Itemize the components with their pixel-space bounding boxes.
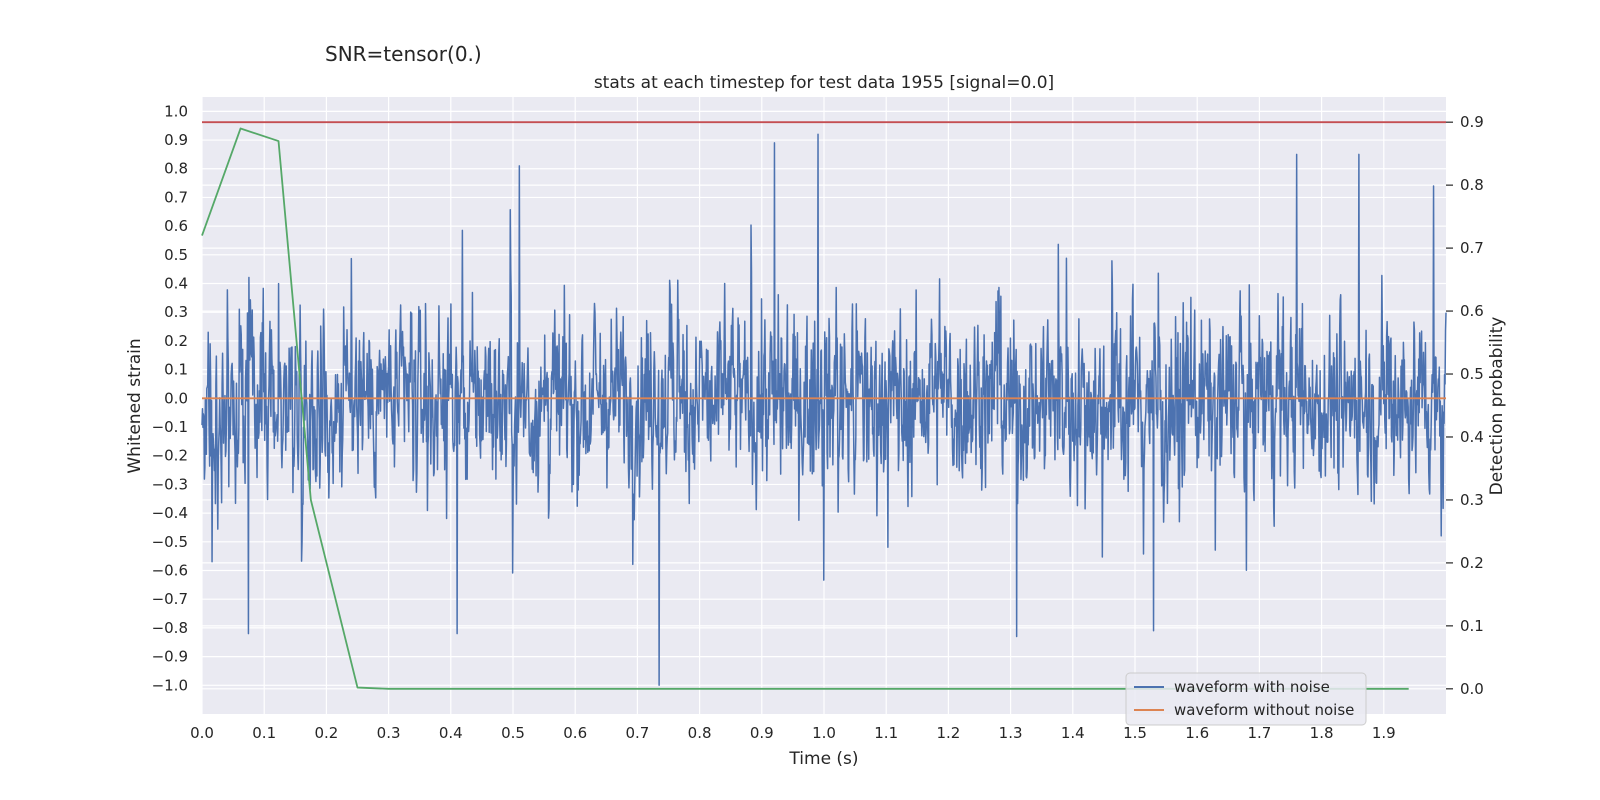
y-tick-label: 0.5 (164, 246, 188, 264)
legend-label: waveform with noise (1174, 678, 1330, 696)
x-tick-label: 0.5 (501, 724, 525, 742)
y-tick-label: −0.3 (152, 475, 188, 493)
axes: 0.0 0.1 0.2 0.3 0.4 0.5 0.6 0.7 0.8 0.9 1.0 1.1 1.2 1… (152, 102, 1484, 742)
x-tick-label: 0.1 (252, 724, 276, 742)
y-tick-label: −0.9 (152, 648, 188, 666)
series-line-waveform-with-noise (201, 133, 1447, 687)
x-tick-label: 0.4 (439, 724, 463, 742)
x-tick-label: 0.0 (190, 724, 214, 742)
x-tick-label: 1.8 (1310, 724, 1334, 742)
y-tick-label: −0.1 (152, 418, 188, 436)
x-tick-label: 0.7 (625, 724, 649, 742)
x-tick-label: 1.6 (1185, 724, 1209, 742)
y-tick-label: 0.7 (164, 188, 188, 206)
y-right-tick-label: 0.5 (1460, 365, 1484, 383)
x-tick-label: 1.1 (874, 724, 898, 742)
y-tick-label: 1.0 (164, 102, 188, 120)
y-right-tick-label: 0.7 (1460, 239, 1484, 257)
y-axis-label: Whitened strain (125, 338, 145, 473)
x-tick-label: 0.2 (314, 724, 338, 742)
y-right-tick-label: 0.4 (1460, 428, 1484, 446)
series-line-detection-probability (201, 127, 1409, 690)
x-tick-label: 0.8 (688, 724, 712, 742)
y-tick-label: 0.8 (164, 160, 188, 178)
y-tick-label: −0.5 (152, 533, 188, 551)
x-tick-label: 1.5 (1123, 724, 1147, 742)
y-axis-label-right: Detection probability (1487, 317, 1507, 496)
x-tick-label: 1.9 (1372, 724, 1396, 742)
y-tick-label: 0.6 (164, 217, 188, 235)
x-tick-label: 1.4 (1061, 724, 1085, 742)
y-right-tick-label: 0.1 (1460, 617, 1484, 635)
figure-suptitle: SNR=tensor(0.) (325, 42, 482, 66)
y-tick-label: 0.9 (164, 131, 188, 149)
y-tick-label: 0.1 (164, 361, 188, 379)
y-tick-label: 0.2 (164, 332, 188, 350)
x-tick-label: 0.9 (750, 724, 774, 742)
plot-content (201, 121, 1447, 690)
legend-label: waveform without noise (1174, 701, 1354, 719)
x-tick-label: 1.3 (999, 724, 1023, 742)
y-right-tick-label: 0.2 (1460, 554, 1484, 572)
y-right-tick-label: 0.3 (1460, 491, 1484, 509)
y-tick-label: −0.2 (152, 447, 188, 465)
x-tick-label: 1.0 (812, 724, 836, 742)
x-tick-label: 1.2 (936, 724, 960, 742)
y-right-tick-label: 0.6 (1460, 302, 1484, 320)
y-right-tick-label: 0.8 (1460, 176, 1484, 194)
legend: waveform with noise waveform without nois… (1125, 672, 1367, 726)
y-right-tick-label: 0.0 (1460, 680, 1484, 698)
y-tick-label: −0.6 (152, 562, 188, 580)
chart-title: stats at each timestep for test data 195… (594, 73, 1054, 93)
x-axis-label: Time (s) (788, 749, 858, 769)
legend-box (1125, 672, 1367, 726)
y-tick-label: −0.8 (152, 619, 188, 637)
y-tick-label: −0.7 (152, 590, 188, 608)
x-tick-label: 0.6 (563, 724, 587, 742)
y-right-tick-label: 0.9 (1460, 113, 1484, 131)
y-tick-label: 0.3 (164, 303, 188, 321)
y-tick-label: −0.4 (152, 504, 188, 522)
x-tick-label: 1.7 (1247, 724, 1271, 742)
y-tick-label: −1.0 (152, 676, 188, 694)
y-tick-label: 0.4 (164, 275, 188, 293)
y-tick-label: 0.0 (164, 389, 188, 407)
x-tick-label: 0.3 (377, 724, 401, 742)
